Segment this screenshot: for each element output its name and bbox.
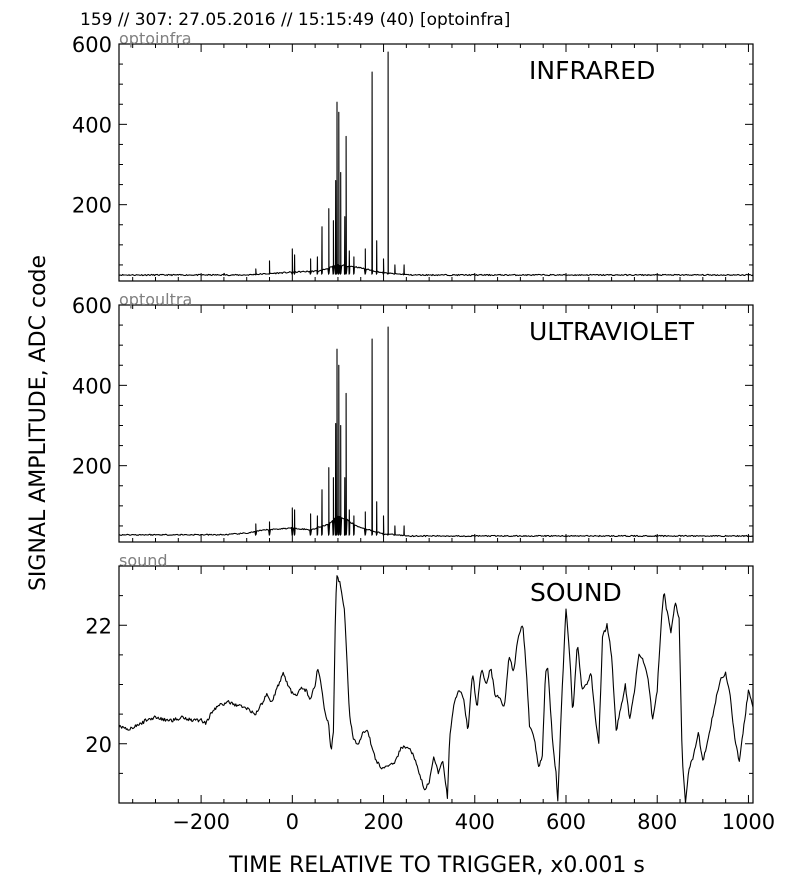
- x-tick-label: 1000: [722, 810, 775, 834]
- x-tick-label: 400: [455, 810, 495, 834]
- ultraviolet-panel: optoultra ULTRAVIOLET 200 400 600: [72, 290, 754, 543]
- infrared-channel-label: optoinfra: [119, 29, 192, 48]
- ultraviolet-series-line: [118, 326, 754, 538]
- x-axis: −200 0 200 400 600 800 1000: [132, 44, 775, 834]
- y-tick-label: 200: [72, 194, 112, 218]
- y-tick-label: 22: [85, 614, 112, 638]
- sound-series-line: [118, 575, 754, 804]
- ultraviolet-channel-label: optoultra: [119, 290, 192, 309]
- y-axis-title: SIGNAL AMPLITUDE, ADC code: [26, 255, 51, 591]
- infrared-series-line: [118, 51, 754, 277]
- infrared-panel: optoinfra INFRARED 200 400 600: [72, 29, 754, 282]
- y-tick-label: 200: [72, 455, 112, 479]
- x-tick-label: 0: [286, 810, 299, 834]
- sound-channel-label: sound: [119, 551, 168, 570]
- y-tick-label: 600: [72, 33, 112, 57]
- x-tick-label: 600: [546, 810, 586, 834]
- ultraviolet-plot-frame: [118, 304, 754, 543]
- x-axis-title: TIME RELATIVE TO TRIGGER, x0.001 s: [228, 853, 645, 878]
- y-tick-label: 400: [72, 374, 112, 398]
- y-tick-label: 20: [85, 733, 112, 757]
- sound-title: SOUND: [530, 578, 622, 607]
- x-tick-label: 800: [637, 810, 677, 834]
- infrared-plot-frame: [118, 43, 754, 282]
- x-tick-label: −200: [172, 810, 230, 834]
- y-tick-label: 600: [72, 294, 112, 318]
- header-text: 159 // 307: 27.05.2016 // 15:15:49 (40) …: [80, 10, 510, 30]
- x-tick-label: 200: [363, 810, 403, 834]
- infrared-y-axis: 200 400 600: [72, 33, 753, 266]
- ultraviolet-title: ULTRAVIOLET: [529, 317, 695, 346]
- ultraviolet-y-axis: 200 400 600: [72, 294, 753, 527]
- infrared-title: INFRARED: [529, 56, 655, 85]
- y-tick-label: 400: [72, 113, 112, 137]
